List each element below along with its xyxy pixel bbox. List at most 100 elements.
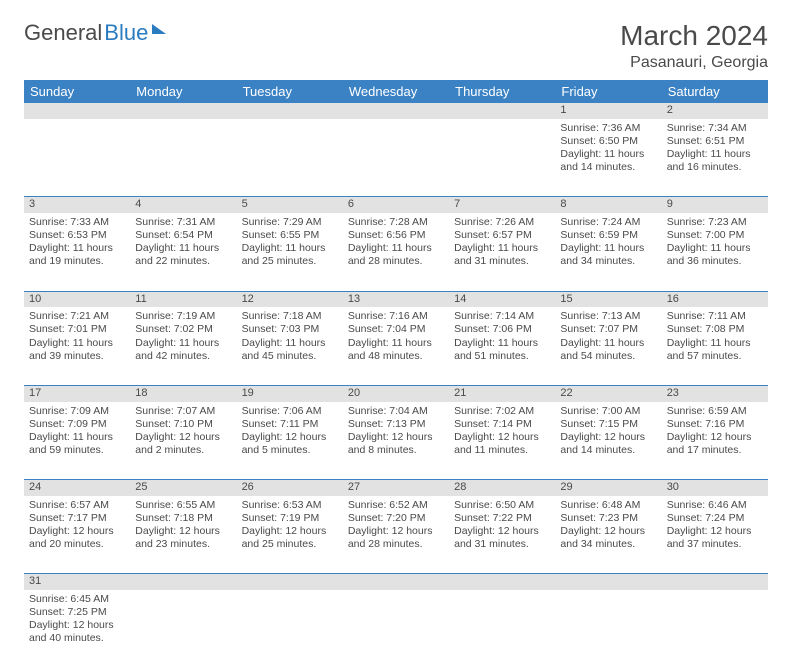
day-cell: Sunrise: 7:19 AMSunset: 7:02 PMDaylight:… — [130, 307, 236, 385]
day-cell: Sunrise: 6:55 AMSunset: 7:18 PMDaylight:… — [130, 496, 236, 574]
daylight-line: Daylight: 11 hours and 34 minutes. — [560, 242, 656, 268]
logo-icon — [152, 24, 166, 34]
day-cell: Sunrise: 7:11 AMSunset: 7:08 PMDaylight:… — [662, 307, 768, 385]
day-number: 20 — [343, 385, 449, 401]
daylight-line: Daylight: 12 hours and 20 minutes. — [29, 525, 125, 551]
sunrise-line: Sunrise: 7:19 AM — [135, 310, 231, 323]
sunrise-line: Sunrise: 7:07 AM — [135, 405, 231, 418]
daylight-line: Daylight: 12 hours and 11 minutes. — [454, 431, 550, 457]
day-cell — [449, 119, 555, 197]
sunrise-line: Sunrise: 6:50 AM — [454, 499, 550, 512]
sunrise-line: Sunrise: 7:16 AM — [348, 310, 444, 323]
sunrise-line: Sunrise: 7:09 AM — [29, 405, 125, 418]
sunset-line: Sunset: 7:18 PM — [135, 512, 231, 525]
day-number — [130, 574, 236, 590]
day-cell: Sunrise: 7:34 AMSunset: 6:51 PMDaylight:… — [662, 119, 768, 197]
sunset-line: Sunset: 7:00 PM — [667, 229, 763, 242]
day-number: 9 — [662, 197, 768, 213]
sunrise-line: Sunrise: 7:18 AM — [242, 310, 338, 323]
sunset-line: Sunset: 7:08 PM — [667, 323, 763, 336]
sunset-line: Sunset: 7:25 PM — [29, 606, 125, 619]
day-cell: Sunrise: 7:13 AMSunset: 7:07 PMDaylight:… — [555, 307, 661, 385]
daylight-line: Daylight: 12 hours and 5 minutes. — [242, 431, 338, 457]
day-number: 24 — [24, 480, 130, 496]
day-cell — [343, 590, 449, 668]
daylight-line: Daylight: 12 hours and 17 minutes. — [667, 431, 763, 457]
sunrise-line: Sunrise: 7:06 AM — [242, 405, 338, 418]
daylight-line: Daylight: 11 hours and 42 minutes. — [135, 337, 231, 363]
daylight-line: Daylight: 12 hours and 37 minutes. — [667, 525, 763, 551]
day-cell: Sunrise: 6:53 AMSunset: 7:19 PMDaylight:… — [237, 496, 343, 574]
day-number: 16 — [662, 291, 768, 307]
day-header: Tuesday — [237, 80, 343, 103]
day-number: 10 — [24, 291, 130, 307]
sunset-line: Sunset: 7:19 PM — [242, 512, 338, 525]
sunset-line: Sunset: 7:03 PM — [242, 323, 338, 336]
sunrise-line: Sunrise: 7:14 AM — [454, 310, 550, 323]
day-number: 19 — [237, 385, 343, 401]
day-cell: Sunrise: 7:14 AMSunset: 7:06 PMDaylight:… — [449, 307, 555, 385]
day-number — [237, 574, 343, 590]
day-header: Friday — [555, 80, 661, 103]
day-number: 29 — [555, 480, 661, 496]
daylight-line: Daylight: 11 hours and 22 minutes. — [135, 242, 231, 268]
day-number: 23 — [662, 385, 768, 401]
day-cell: Sunrise: 6:57 AMSunset: 7:17 PMDaylight:… — [24, 496, 130, 574]
daylight-line: Daylight: 11 hours and 14 minutes. — [560, 148, 656, 174]
daylight-line: Daylight: 11 hours and 51 minutes. — [454, 337, 550, 363]
sunset-line: Sunset: 7:04 PM — [348, 323, 444, 336]
day-cell: Sunrise: 7:31 AMSunset: 6:54 PMDaylight:… — [130, 213, 236, 291]
sunrise-line: Sunrise: 7:26 AM — [454, 216, 550, 229]
daylight-line: Daylight: 12 hours and 34 minutes. — [560, 525, 656, 551]
sunrise-line: Sunrise: 7:21 AM — [29, 310, 125, 323]
day-cell: Sunrise: 6:48 AMSunset: 7:23 PMDaylight:… — [555, 496, 661, 574]
day-cell: Sunrise: 7:36 AMSunset: 6:50 PMDaylight:… — [555, 119, 661, 197]
daylight-line: Daylight: 12 hours and 14 minutes. — [560, 431, 656, 457]
daylight-line: Daylight: 11 hours and 25 minutes. — [242, 242, 338, 268]
sunset-line: Sunset: 7:23 PM — [560, 512, 656, 525]
calendar-table: SundayMondayTuesdayWednesdayThursdayFrid… — [24, 80, 768, 668]
daylight-line: Daylight: 11 hours and 59 minutes. — [29, 431, 125, 457]
logo-text-2: Blue — [104, 20, 148, 46]
day-cell: Sunrise: 6:50 AMSunset: 7:22 PMDaylight:… — [449, 496, 555, 574]
daylight-line: Daylight: 11 hours and 19 minutes. — [29, 242, 125, 268]
day-number: 7 — [449, 197, 555, 213]
daylight-line: Daylight: 11 hours and 48 minutes. — [348, 337, 444, 363]
sunrise-line: Sunrise: 7:11 AM — [667, 310, 763, 323]
daynum-row: 10111213141516 — [24, 291, 768, 307]
daylight-line: Daylight: 11 hours and 54 minutes. — [560, 337, 656, 363]
sunrise-line: Sunrise: 6:55 AM — [135, 499, 231, 512]
logo-text-1: General — [24, 20, 102, 46]
sunset-line: Sunset: 7:06 PM — [454, 323, 550, 336]
day-cell: Sunrise: 7:21 AMSunset: 7:01 PMDaylight:… — [24, 307, 130, 385]
day-cell: Sunrise: 6:46 AMSunset: 7:24 PMDaylight:… — [662, 496, 768, 574]
day-number: 18 — [130, 385, 236, 401]
day-header: Monday — [130, 80, 236, 103]
daylight-line: Daylight: 12 hours and 31 minutes. — [454, 525, 550, 551]
day-cell: Sunrise: 7:09 AMSunset: 7:09 PMDaylight:… — [24, 402, 130, 480]
day-header: Sunday — [24, 80, 130, 103]
day-number — [449, 574, 555, 590]
daylight-line: Daylight: 11 hours and 39 minutes. — [29, 337, 125, 363]
daylight-line: Daylight: 12 hours and 2 minutes. — [135, 431, 231, 457]
week-row: Sunrise: 7:21 AMSunset: 7:01 PMDaylight:… — [24, 307, 768, 385]
day-number — [343, 103, 449, 119]
day-number — [555, 574, 661, 590]
day-cell: Sunrise: 6:45 AMSunset: 7:25 PMDaylight:… — [24, 590, 130, 668]
daylight-line: Daylight: 11 hours and 31 minutes. — [454, 242, 550, 268]
sunrise-line: Sunrise: 7:23 AM — [667, 216, 763, 229]
day-number: 4 — [130, 197, 236, 213]
sunrise-line: Sunrise: 7:02 AM — [454, 405, 550, 418]
day-cell: Sunrise: 7:06 AMSunset: 7:11 PMDaylight:… — [237, 402, 343, 480]
day-number: 26 — [237, 480, 343, 496]
sunrise-line: Sunrise: 6:48 AM — [560, 499, 656, 512]
sunrise-line: Sunrise: 7:31 AM — [135, 216, 231, 229]
day-cell: Sunrise: 7:07 AMSunset: 7:10 PMDaylight:… — [130, 402, 236, 480]
day-cell — [130, 119, 236, 197]
location: Pasanauri, Georgia — [620, 54, 768, 72]
day-number: 13 — [343, 291, 449, 307]
day-number — [662, 574, 768, 590]
sunrise-line: Sunrise: 7:28 AM — [348, 216, 444, 229]
day-cell: Sunrise: 7:00 AMSunset: 7:15 PMDaylight:… — [555, 402, 661, 480]
sunset-line: Sunset: 7:22 PM — [454, 512, 550, 525]
